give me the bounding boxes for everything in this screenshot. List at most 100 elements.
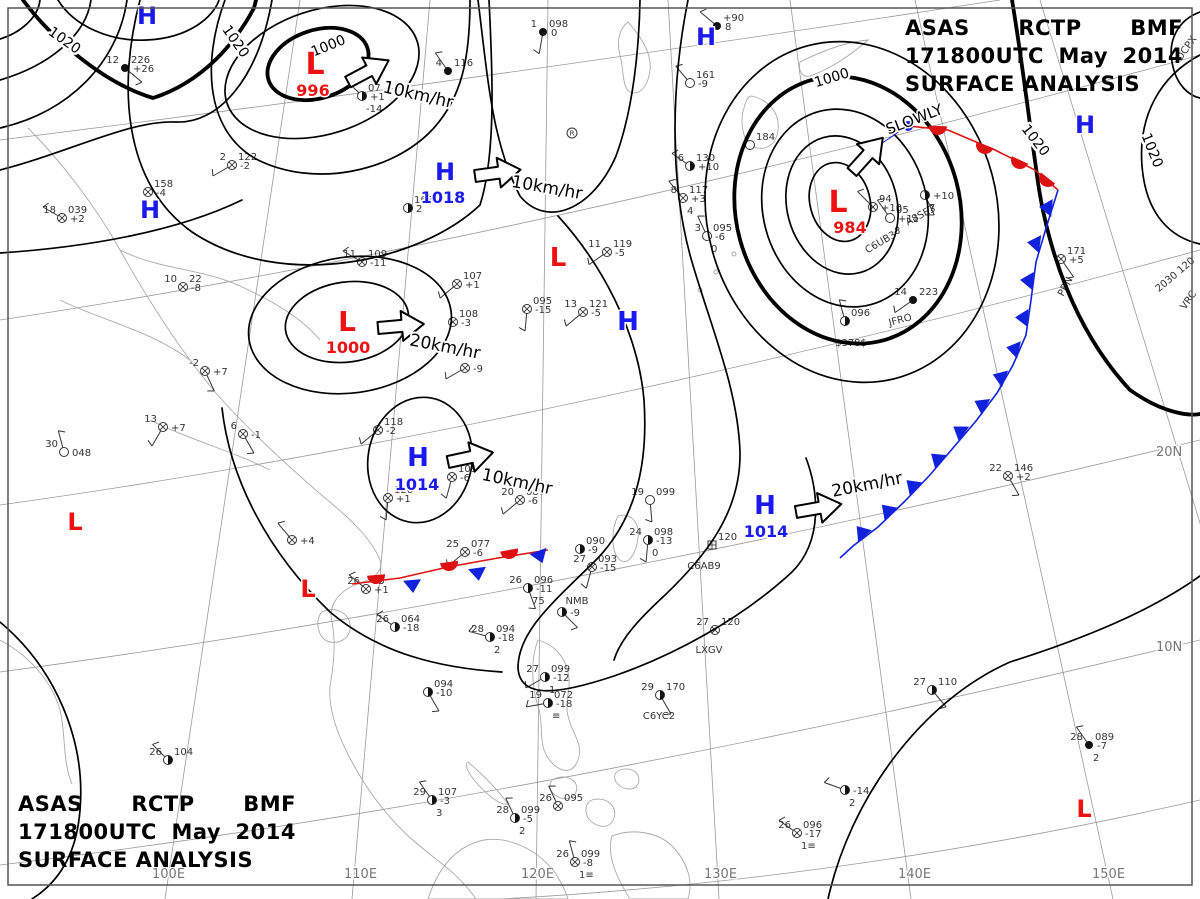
svg-text:099: 099 [656,487,675,498]
wind-barb-feather [42,202,49,208]
meridian-line [667,0,720,899]
svg-text:10: 10 [164,274,177,285]
meridian-line [351,0,431,899]
isobar-closed [760,108,930,308]
meridian-line [914,0,1114,899]
title-word: 171800UTC [18,820,157,844]
svg-text:2: 2 [849,798,855,809]
station-plot: 3 095-60 [695,215,732,255]
pressure-center-L: L [1075,794,1093,825]
speed-labels: 10km/hr 10km/hr 20km/hr 10km/hr 20km/hr [379,75,906,503]
station-plot: -9 [444,363,483,380]
svg-text:8: 8 [894,226,900,237]
wind-barb-feather [893,305,896,313]
station-plot: 161-9 [675,63,715,90]
svg-text:088: 088 [526,487,545,498]
isobar-closed [732,74,964,346]
station-plot: 26 099-81≡ [556,840,600,881]
svg-text:29: 29 [413,787,426,798]
svg-text:-17: -17 [805,829,821,840]
wind-barb-feather [569,840,577,843]
station-symbol [566,127,578,139]
svg-text:146: 146 [1014,463,1033,474]
svg-text:110: 110 [938,677,957,688]
svg-text:984: 984 [833,218,866,237]
svg-text:20km/hr: 20km/hr [408,330,482,363]
svg-text:-18: -18 [403,623,419,634]
svg-text:L: L [300,575,315,603]
svg-text:099: 099 [521,805,540,816]
cold-front-triangle [1006,341,1021,359]
meridian-line [164,0,301,899]
svg-text:+7: +7 [171,423,186,434]
pressure-center-H: H [616,306,641,339]
svg-text:-6: -6 [460,473,470,484]
island [731,251,737,257]
svg-text:C6YC2: C6YC2 [643,711,675,722]
svg-text:12: 12 [106,55,119,66]
svg-text:0: 0 [551,28,557,39]
svg-text:1≡: 1≡ [579,870,594,881]
svg-text:26: 26 [347,576,360,587]
station-plot: 171+5 [1056,246,1086,279]
svg-text:+11: +11 [898,214,919,225]
svg-text:-8: -8 [583,858,593,869]
svg-text:+1: +1 [396,494,411,505]
svg-text:2: 2 [519,826,525,837]
isobar [827,575,1200,899]
svg-text:7: 7 [929,203,935,214]
svg-text:H: H [407,443,429,473]
svg-text:096: 096 [534,575,553,586]
svg-text:-6: -6 [528,496,538,507]
svg-text:L: L [305,47,324,82]
station-plot: 29 107-33 [413,780,457,819]
svg-text:R: R [570,130,575,138]
stationary-front [351,547,549,593]
svg-text:077: 077 [471,539,490,550]
svg-text:H: H [435,158,455,186]
title-line-1: ASAS RCTP BMF [18,790,296,818]
wind-barb-feather [877,198,885,201]
svg-text:19: 19 [631,487,644,498]
svg-text:+10: +10 [933,191,954,202]
svg-text:10km/hr: 10km/hr [381,77,455,113]
svg-text:19: 19 [529,690,542,701]
station-plot: 26 095 [539,785,583,811]
svg-text:126: 126 [394,485,413,496]
station-plot: R [566,127,578,139]
coastline [0,639,73,785]
svg-text:094: 094 [496,624,515,635]
svg-text:996: 996 [296,81,329,100]
isobar [1140,54,1200,245]
title-word: 171800UTC [905,44,1044,68]
coastline [549,776,578,800]
isobar [0,0,273,171]
svg-text:94: 94 [879,194,892,205]
svg-text:≡: ≡ [552,711,560,722]
wind-barb-feather [675,63,683,67]
svg-text:-9: -9 [698,79,708,90]
svg-text:096: 096 [851,308,870,319]
cold-front-triangle [906,480,923,496]
svg-text:+90: +90 [723,13,744,24]
svg-text:H: H [696,23,716,51]
svg-text:1000: 1000 [812,65,851,91]
pressure-center-H: H [138,195,161,226]
island [713,269,719,275]
svg-text:26: 26 [509,575,522,586]
svg-text:+5: +5 [1069,255,1084,266]
svg-text:107: 107 [463,271,482,282]
station-plot: 29 170 [641,682,685,716]
wind-barb-feather [431,710,440,713]
wind-barb-feather [444,371,447,380]
wind-barb-feather [379,515,387,521]
svg-text:2: 2 [416,204,422,215]
movement-arrow [344,56,390,89]
pressure-center-L: L [548,242,568,275]
station-plot: 109-6 [440,464,477,499]
svg-text:3: 3 [695,223,701,234]
parallel-line [0,0,1001,141]
